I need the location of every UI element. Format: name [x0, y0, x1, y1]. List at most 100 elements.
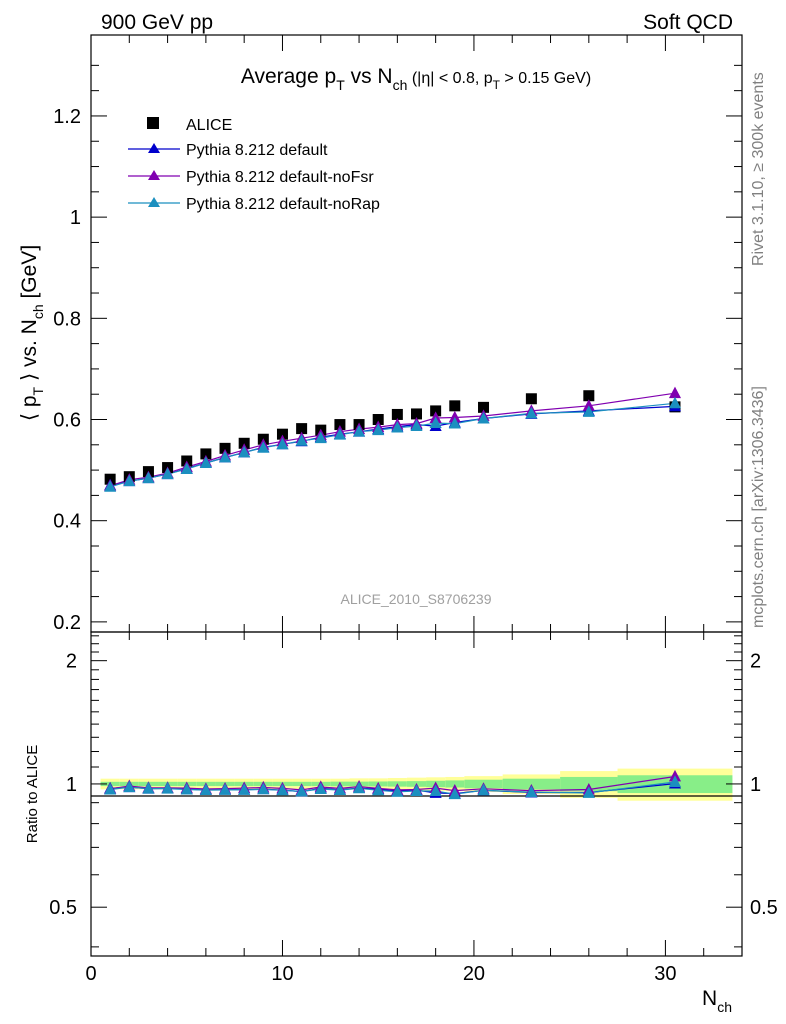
x-tick-label: 20	[463, 963, 485, 985]
x-tick-labels: 0 10 20 30	[85, 963, 676, 985]
ratio-point-noRap	[372, 783, 385, 796]
ratio-y-tick-label-right: 2	[750, 651, 761, 673]
main-y-axis-label: ⟨ pT ⟩ vs. Nch [GeV]	[18, 245, 46, 421]
ratio-point-noRap	[525, 785, 538, 798]
main-point-noRap	[295, 434, 308, 446]
title-main-subscript: T	[336, 77, 345, 93]
title-vs: vs N	[345, 65, 393, 88]
alice-data-point	[276, 428, 288, 440]
main-y-tick-label: 0.8	[53, 308, 81, 330]
alice-data-point	[200, 448, 212, 460]
xlabel-subscript: ch	[717, 999, 732, 1015]
title-cut-part-b: > 0.15 GeV)	[500, 70, 591, 87]
ylabel-subscript-b: ch	[30, 304, 46, 319]
ratio-point-noRap	[353, 781, 366, 794]
main-point-noRap	[161, 467, 174, 480]
main-point-noRap	[353, 425, 366, 437]
analysis-watermark: ALICE_2010_S8706239	[340, 591, 491, 607]
x-tick-label: 10	[271, 963, 293, 985]
main-axis-ticks	[90, 35, 743, 632]
main-point-noFsr	[582, 399, 595, 411]
alice-data-point	[411, 408, 422, 420]
ratio-band-inner	[502, 778, 561, 790]
main-y-tick-label: 0.4	[53, 511, 81, 533]
ratio-point-noRap	[477, 783, 490, 796]
main-point-noRap	[238, 445, 251, 458]
alice-data-point	[391, 408, 403, 420]
main-point-noFsr	[668, 386, 682, 399]
alice-data-point	[334, 419, 346, 431]
ratio-y-tick-label-left: 0.5	[49, 897, 77, 919]
legend-alice-label: ALICE	[186, 117, 232, 134]
title-main: Average p	[241, 65, 336, 88]
rivet-version-label: Rivet 3.1.10, ≥ 300k events	[750, 72, 767, 266]
alice-data-point	[296, 423, 308, 435]
ratio-point-noRap	[295, 784, 308, 797]
ratio-point-noRap	[276, 783, 289, 796]
main-y-tick-label: 0.6	[53, 410, 81, 432]
main-point-noRap	[668, 396, 682, 409]
x-tick-label: 0	[85, 963, 96, 985]
main-data-layer	[104, 386, 682, 492]
ratio-point-noRap	[142, 782, 155, 794]
ratio-point-noRap	[199, 783, 212, 796]
legend-default-marker	[148, 143, 160, 153]
mcplots-reference-label: mcplots.cern.ch [arXiv:1306.3436]	[750, 386, 767, 628]
main-point-noRap	[142, 471, 155, 484]
ylabel-subscript-a: T	[30, 386, 46, 395]
ratio-point-noRap	[391, 785, 404, 797]
ratio-point-noRap	[238, 783, 251, 795]
ratio-point-noRap	[104, 782, 117, 795]
ratio-point-noRap	[448, 787, 461, 800]
ratio-point-noRap	[333, 783, 346, 796]
main-point-noRap	[199, 456, 212, 468]
ratio-point-noRap	[668, 775, 682, 787]
ratio-point-noRap	[161, 782, 174, 794]
main-point-noRap	[391, 421, 404, 433]
ratio-y-tick-label-left: 2	[66, 651, 77, 673]
ratio-y-tick-label-left: 1	[66, 774, 77, 796]
header-energy-label: 900 GeV pp	[101, 11, 213, 34]
title-vs-subscript: ch	[393, 77, 408, 93]
legend-alice-marker	[147, 117, 159, 129]
main-point-noFsr	[448, 410, 461, 423]
ratio-plot-panel: 0.5 0.5 1 1 2 2 0 10 20 30 Ratio to ALICE Nch	[24, 631, 778, 1015]
main-point-noRap	[123, 474, 136, 487]
ratio-point-noRap	[180, 782, 193, 795]
x-tick-label: 30	[654, 963, 676, 985]
main-point-noRap	[372, 423, 385, 436]
legend-norap-label: Pythia 8.212 default-noRap	[186, 196, 380, 213]
main-point-noRap	[525, 406, 538, 419]
main-point-noRap	[582, 405, 595, 417]
x-axis-label: Nch	[702, 987, 732, 1015]
main-point-noRap	[333, 428, 346, 440]
main-y-tick-label: 1.2	[53, 106, 81, 128]
ylabel-part-c: [GeV]	[18, 245, 41, 305]
ratio-y-tick-label-right: 0.5	[750, 897, 778, 919]
main-point-noRap	[410, 419, 423, 432]
main-y-tick-label: 1	[70, 207, 81, 229]
main-point-noRap	[180, 462, 193, 475]
ratio-point-noRap	[218, 783, 232, 795]
main-point-noRap	[429, 416, 442, 428]
title-cut-part-a: (|η| < 0.8, p	[407, 70, 492, 87]
header-category-label: Soft QCD	[643, 11, 733, 34]
alice-data-point	[219, 442, 231, 454]
main-point-noRap	[314, 431, 327, 444]
main-point-noRap	[257, 441, 270, 453]
ratio-axis-ticks	[90, 632, 743, 956]
legend-norap-marker	[148, 197, 160, 207]
main-point-noRap	[276, 437, 289, 450]
main-point-noRap	[448, 416, 461, 429]
alice-data-point	[583, 390, 595, 402]
ratio-point-noRap	[410, 784, 423, 796]
ratio-point-noRap	[314, 782, 327, 794]
title-cut-subscript: T	[493, 78, 501, 92]
ratio-point-noRap	[123, 780, 136, 793]
ratio-point-noRap	[257, 782, 270, 795]
ratio-y-tick-label-right: 1	[750, 774, 761, 796]
alice-data-point	[525, 393, 537, 405]
ratio-point-noRap	[429, 784, 442, 796]
main-y-tick-labels: 0.2 0.4 0.6 0.8 1 1.2	[53, 106, 81, 634]
